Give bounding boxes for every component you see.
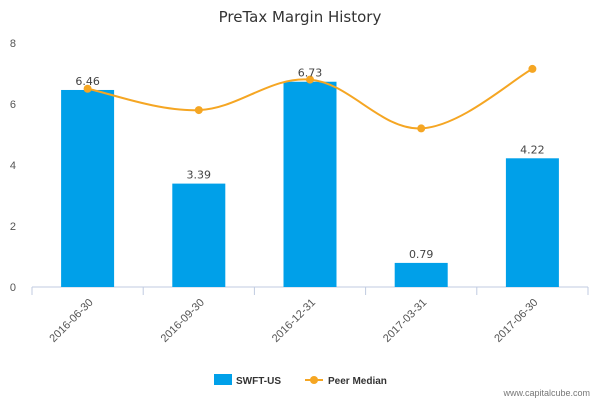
bar [61,89,115,287]
y-tick-label: 0 [10,282,16,294]
peer-median-point [83,84,92,93]
x-tick-label: 2017-06-30 [492,297,540,345]
legend-label-swft: SWFT-US [236,376,281,387]
bar [394,262,448,287]
credit-text: www.capitalcube.com [502,388,590,398]
data-label: 6.46 [75,75,100,88]
data-label: 0.79 [409,248,434,261]
legend-swatch-swft [214,374,232,385]
peer-median-point [194,106,203,115]
y-tick-label: 2 [10,221,16,233]
x-tick-label: 2016-12-31 [270,297,318,345]
legend-marker-peer [310,376,318,384]
peer-median-point [417,124,426,133]
legend-label-peer: Peer Median [328,376,387,387]
data-label: 6.73 [298,67,323,80]
x-tick-label: 2016-06-30 [47,297,95,345]
chart-title: PreTax Margin History [219,8,382,26]
bar [172,183,226,287]
data-labels: 6.46 3.39 6.73 0.79 4.22 [75,67,544,261]
bar [505,158,559,287]
x-tick-label: 2016-09-30 [159,297,207,345]
bar-series [61,81,559,287]
line-series [83,64,537,133]
y-axis: 0 2 4 6 8 [10,38,16,294]
x-axis: 2016-06-30 2016-09-30 2016-12-31 2017-03-31… [31,286,589,345]
x-tick-label: 2017-03-31 [381,297,429,345]
peer-median-point [306,75,314,84]
bar [283,81,337,287]
y-tick-label: 4 [10,160,16,172]
y-tick-label: 6 [10,99,16,111]
legend: SWFT-US Peer Median [214,374,387,387]
y-tick-label: 8 [10,38,16,50]
data-label: 4.22 [520,143,545,156]
data-label: 3.39 [187,169,212,182]
peer-median-point [528,64,537,73]
